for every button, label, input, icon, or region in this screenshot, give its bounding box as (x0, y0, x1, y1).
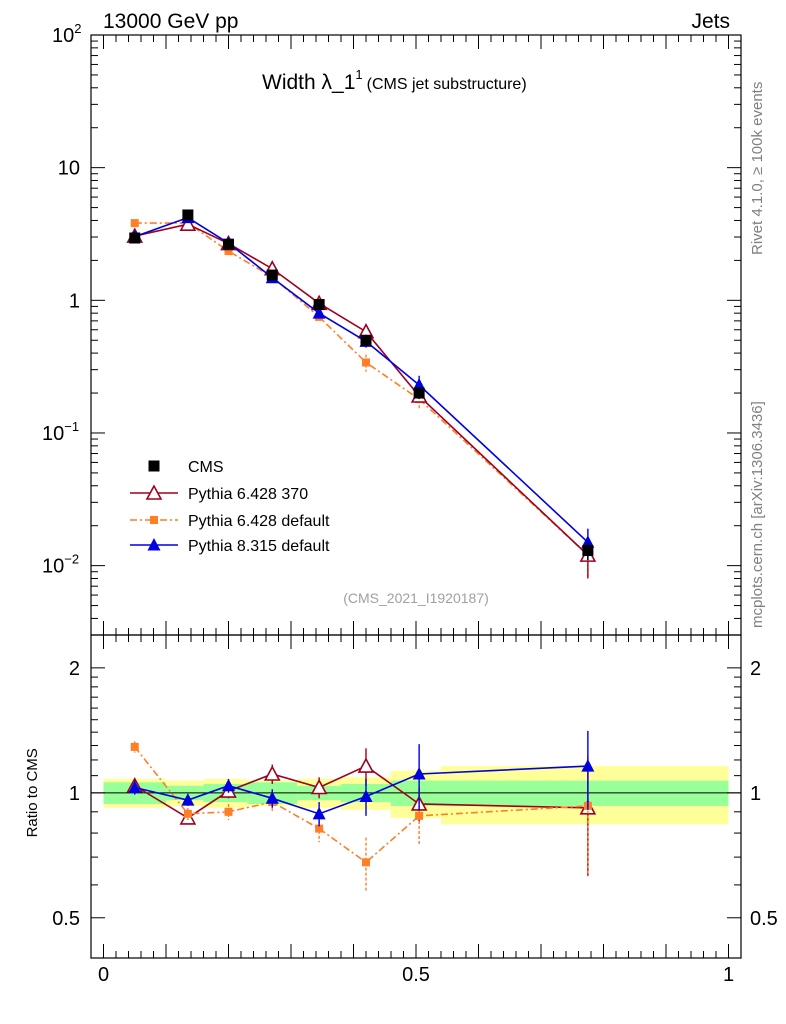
main-ytick-label: 10 (58, 158, 80, 180)
legend-label-py6-default: Pythia 6.428 default (188, 513, 330, 530)
pythia-8-315-default-line (134, 216, 589, 543)
main-panel: Width λ_11(CMS jet substructure) (CMS_20… (42, 21, 742, 636)
main-ytick-label: 102 (52, 21, 81, 47)
py6-default-marker (315, 824, 324, 833)
cms-series (129, 209, 594, 561)
pythia-6-428-370-line (134, 223, 589, 556)
main-title: Width λ_11(CMS jet substructure) (262, 67, 527, 94)
cms-marker (223, 238, 234, 250)
py6-default-marker (130, 219, 139, 228)
cms-marker (148, 460, 160, 472)
ratio-ytick-label-left: 0.5 (52, 908, 80, 930)
py8-marker (581, 759, 595, 772)
py8-marker (412, 767, 426, 780)
py8-marker (581, 535, 595, 548)
legend-label-cms: CMS (188, 459, 224, 476)
py8-marker (312, 806, 326, 820)
py6-default-marker (415, 811, 424, 820)
ratio-xtick-label: 1 (723, 964, 734, 986)
py6-370-marker (145, 484, 163, 500)
cms-marker (360, 334, 372, 346)
py8-marker (181, 793, 195, 806)
ratio-panel: Ratio to CMS 0.5 0.5 1 1 2 2 0 0.5 1 (24, 634, 778, 986)
pythia-6-428-default-line (134, 222, 589, 556)
cms-marker (313, 298, 325, 310)
cms-marker (582, 545, 594, 557)
main-ytick-label: 1 (69, 290, 80, 312)
py8-marker (222, 778, 235, 792)
py8-marker (128, 780, 142, 793)
watermark: (CMS_2021_I1920187) (343, 590, 489, 606)
py6-default-marker (224, 807, 233, 816)
category-label: Jets (691, 10, 730, 33)
ratio-pythia-8-315-default-series (128, 730, 595, 827)
cms-marker (266, 269, 278, 281)
py8-marker (412, 377, 426, 391)
rivet-label: Rivet 4.1.0, ≥ 100k events (749, 82, 766, 255)
py6-default-marker (362, 858, 370, 867)
py8-marker (359, 789, 373, 802)
mcplots-label: mcplots.cern.ch [arXiv:1306.3436] (749, 401, 766, 628)
ratio-ytick-label-right: 0.5 (750, 908, 778, 930)
py6-default-marker (224, 247, 233, 256)
energy-label: 13000 GeV pp (103, 10, 238, 33)
ratio-xtick-label: 0.5 (402, 964, 430, 986)
main-ytick-label: 10−2 (42, 552, 79, 578)
py8-marker (265, 791, 279, 804)
py6-default-marker (183, 809, 192, 818)
ratio-ytick-label-right: 1 (750, 783, 761, 805)
main-ytick-label: 10−1 (42, 419, 79, 445)
cms-marker (182, 209, 194, 221)
legend-label-py8: Pythia 8.315 default (188, 538, 330, 555)
py8-marker (312, 306, 326, 319)
py6-370-marker (310, 778, 328, 795)
ratio-pythia-8-315-default-line (134, 765, 588, 815)
py6-default-marker (362, 358, 370, 367)
ratio-ytick-label-left: 1 (69, 783, 80, 805)
cms-marker (413, 387, 425, 399)
ratio-ylabel: Ratio to CMS (24, 748, 41, 837)
py6-370-marker (179, 215, 197, 231)
ratio-xtick-label: 0 (98, 964, 109, 986)
legend: CMS Pythia 6.428 370 Pythia 6.428 defaul… (130, 459, 330, 555)
ratio-ytick-label-left: 2 (69, 658, 80, 680)
py6-default-marker (150, 516, 158, 524)
ratio-ytick-label-right: 2 (750, 658, 761, 680)
py6-default-marker (130, 742, 139, 751)
legend-label-py6-370: Pythia 6.428 370 (188, 486, 308, 503)
cms-marker (129, 232, 141, 244)
pythia-8-315-default-series (128, 210, 595, 561)
py6-370-marker (357, 757, 375, 773)
ratio-pythia-6-428-default-line (134, 746, 588, 864)
py6-370-marker (263, 765, 281, 781)
py8-marker (147, 538, 161, 551)
